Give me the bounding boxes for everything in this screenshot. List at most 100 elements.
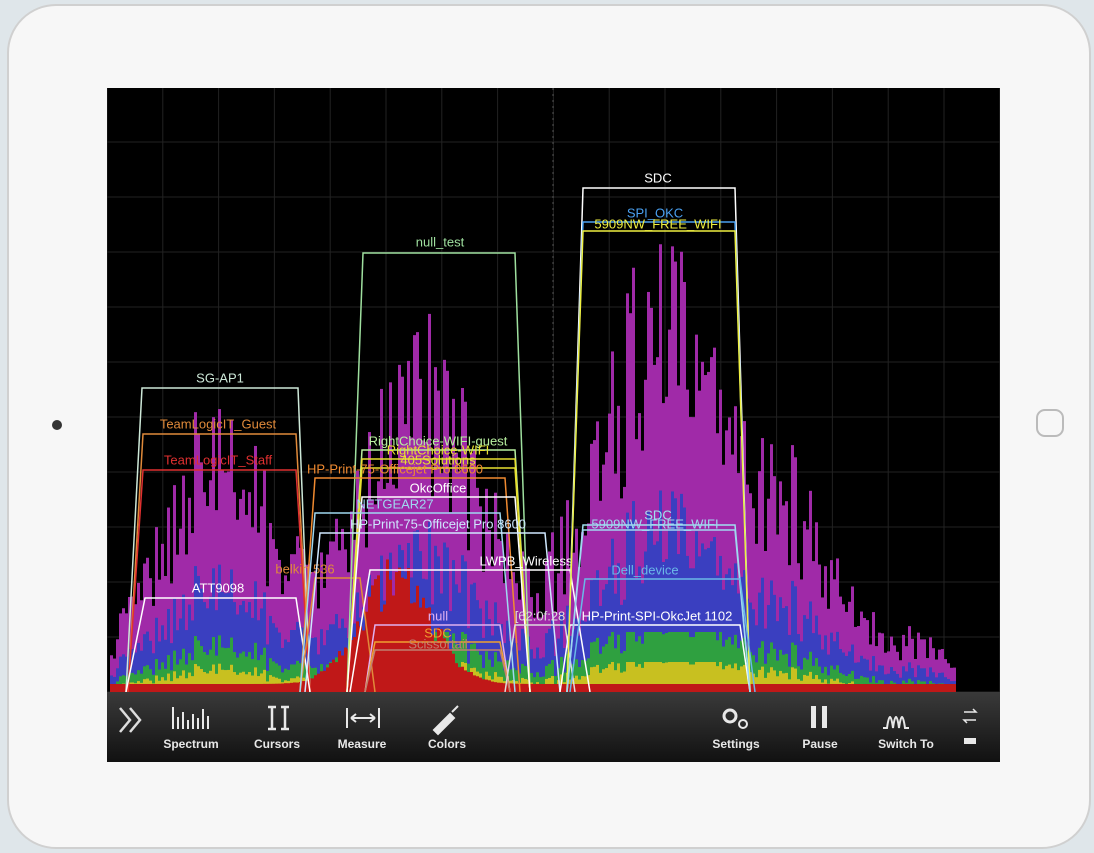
spectrum-bar (359, 626, 362, 692)
spectrum-bar (878, 665, 881, 692)
spectrum-bar (533, 658, 536, 692)
spectrum-bar (692, 684, 695, 692)
spectrum-bar (224, 670, 227, 692)
spectrum-bar (590, 443, 593, 692)
spectrum-bar (899, 660, 902, 692)
spectrum-bar (230, 419, 233, 692)
spectrum-bar (365, 611, 368, 692)
spectrum-bar (710, 541, 713, 692)
spectrum-bar (851, 684, 854, 692)
spectrum-bar (152, 684, 155, 692)
spectrum-bar (125, 613, 128, 692)
spectrum-bar (635, 439, 638, 692)
spectrum-bar (659, 662, 662, 692)
spectrum-bar (569, 567, 572, 692)
spectrum-bar (665, 396, 668, 692)
spectrum-bar (917, 665, 920, 692)
spectrum-bar (179, 618, 182, 692)
spectrum-bar (791, 445, 794, 692)
spectrum-bar (605, 668, 608, 692)
spectrum-bar (938, 672, 941, 692)
home-button[interactable] (1036, 409, 1064, 437)
spectrum-bar (563, 683, 566, 692)
spectrum-bar (947, 684, 950, 692)
spectrum-bar (902, 684, 905, 692)
toolbar-label[interactable]: Colors (428, 737, 466, 751)
spectrum-bar (824, 684, 827, 692)
spectrum-bar (872, 656, 875, 692)
spectrum-bar (593, 578, 596, 692)
spectrum-bar (344, 549, 347, 692)
spectrum-bar (686, 389, 689, 692)
spectrum-bar (605, 684, 608, 692)
spectrum-bar (425, 441, 428, 692)
spectrum-bar (167, 673, 170, 692)
expand-icon[interactable] (119, 707, 142, 733)
spectrum-bar (428, 313, 431, 692)
spectrum-bar (881, 633, 884, 692)
spectrum-bar (932, 648, 935, 692)
spectrum-bar (113, 684, 116, 692)
spectrum-bar (884, 652, 887, 692)
spectrum-bar (446, 643, 449, 692)
spectrum-bar (287, 683, 290, 692)
spectrum-bar (266, 670, 269, 692)
spectrum-bar (677, 554, 680, 692)
spectrum-bar (638, 684, 641, 692)
network-label: belkin.536 (275, 561, 334, 576)
toolbar-label[interactable]: Pause (802, 737, 838, 751)
spectrum-bar (362, 504, 365, 692)
spectrum-bar (653, 662, 656, 692)
spectrum-bar (212, 637, 215, 692)
toolbar-label[interactable]: Settings (712, 737, 760, 751)
spectrum-bar (464, 670, 467, 692)
network-label: SPI_OKC (627, 205, 683, 220)
spectrum-bar (629, 521, 632, 692)
spectrum-bar (302, 681, 305, 692)
spectrum-bar (545, 561, 548, 692)
toolbar-label[interactable]: Spectrum (163, 737, 218, 751)
spectrum-bar (272, 539, 275, 692)
spectrum-bar (647, 684, 650, 692)
spectrum-bar (407, 568, 410, 692)
spectrum-bar (197, 575, 200, 692)
spectrum-bar (716, 684, 719, 692)
spectrum-bar (530, 683, 533, 692)
spectrum-bar (698, 556, 701, 692)
spectrum-bar (494, 492, 497, 692)
spectrum-bar (584, 683, 587, 692)
spectrum-bar (599, 672, 602, 692)
spectrum-bar (941, 672, 944, 692)
spectrum-bar (794, 457, 797, 692)
spectrum-bar (881, 684, 884, 692)
spectrum-bar (263, 592, 266, 692)
spectrum-bar (227, 471, 230, 692)
spectrum-bar (608, 664, 611, 692)
spectrum-bar (722, 684, 725, 692)
spectrum-bar (755, 684, 758, 692)
spectrum-bar (701, 684, 704, 692)
spectrum-bar (194, 412, 197, 692)
spectrum-bar (875, 684, 878, 692)
spectrum-bar (545, 633, 548, 692)
spectrum-bar (110, 684, 113, 692)
spectrum-bar (818, 634, 821, 692)
spectrum-bar (827, 608, 830, 692)
spectrum-bar (617, 634, 620, 692)
spectrum-bar (713, 537, 716, 692)
toolbar-label[interactable]: Switch To (878, 737, 934, 751)
spectrum-bar (725, 684, 728, 692)
toolbar-label[interactable]: Measure (338, 737, 387, 751)
spectrum-bar (308, 563, 311, 692)
spectrum-bar (239, 498, 242, 692)
pause-icon (822, 706, 827, 728)
spectrum-bar (950, 667, 953, 692)
spectrum-bar (146, 631, 149, 692)
spectrum-bar (368, 596, 371, 692)
spectrum-bar (218, 409, 221, 692)
spectrum-bar (215, 610, 218, 692)
toolbar-label[interactable]: Cursors (254, 737, 300, 751)
spectrum-bar (833, 684, 836, 692)
spectrum-bar (515, 683, 518, 692)
spectrum-bar (728, 684, 731, 692)
